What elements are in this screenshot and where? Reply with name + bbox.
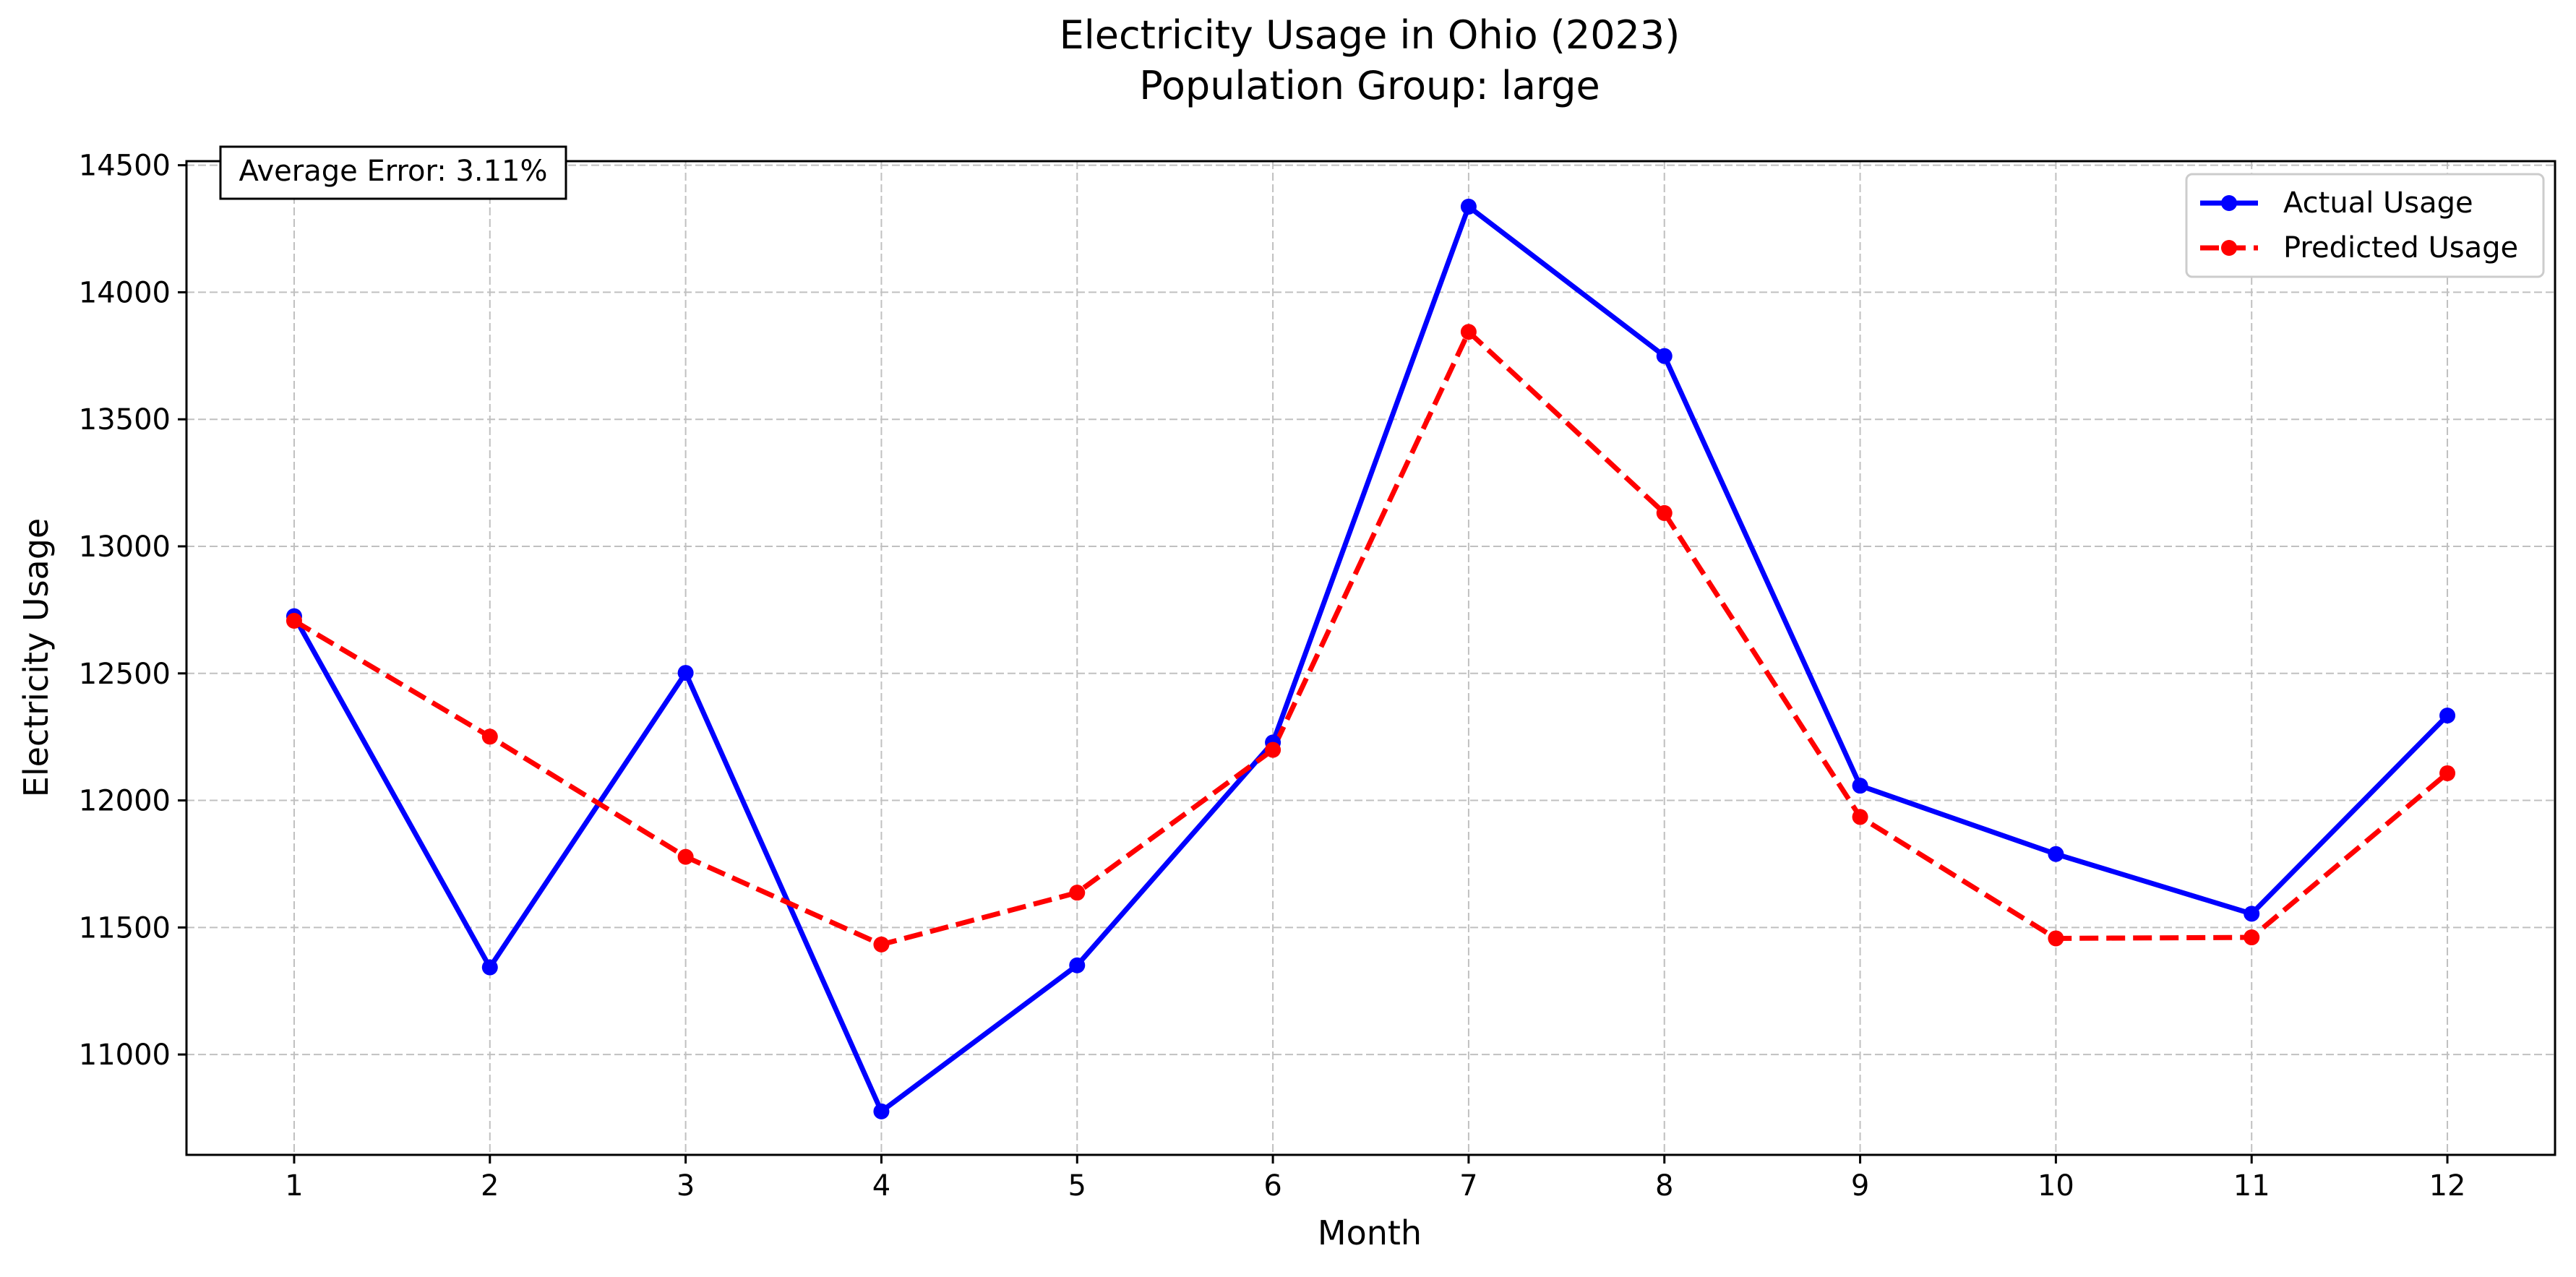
chart-subtitle: Population Group: large [1139, 63, 1600, 108]
x-tick-label: 11 [2233, 1169, 2270, 1203]
x-tick-label: 3 [677, 1169, 695, 1203]
y-tick-label: 14500 [79, 150, 171, 183]
actual-usage-point [2244, 906, 2260, 922]
actual-usage-point [677, 665, 694, 682]
actual-usage-point [1852, 778, 1868, 794]
legend-actual-label: Actual Usage [2283, 186, 2473, 220]
y-tick-label: 14000 [79, 276, 171, 309]
x-tick-label: 1 [285, 1169, 303, 1203]
predicted-usage-point [2439, 765, 2456, 781]
y-tick-label: 13500 [79, 403, 171, 437]
actual-usage-point [873, 1103, 890, 1119]
predicted-usage-point [1656, 504, 1673, 521]
predicted-usage-point [2048, 930, 2064, 947]
predicted-usage-point [1069, 885, 1086, 901]
actual-usage-point [1069, 957, 1086, 973]
legend-predicted-marker [2221, 240, 2237, 256]
axis-ticks: 1 2 3 4 5 6 7 8 9 10 11 121100011500120001250013000… [79, 150, 2466, 1203]
x-tick-label: 5 [1068, 1169, 1086, 1203]
actual-usage-line [291, 204, 2450, 1114]
predicted-usage-point [1852, 809, 1868, 825]
predicted-usage-point [873, 936, 890, 953]
x-tick-label: 8 [1655, 1169, 1673, 1203]
y-tick-label: 13000 [79, 530, 171, 564]
legend-predicted-label: Predicted Usage [2283, 231, 2518, 265]
grid [186, 161, 2555, 1155]
chart-title: Electricity Usage in Ohio (2023) [1060, 12, 1680, 58]
legend-box [2185, 173, 2545, 278]
legend: Actual Usage Predicted Usage [2185, 173, 2545, 278]
x-tick-label: 6 [1263, 1169, 1281, 1203]
actual-usage-point [1656, 348, 1673, 364]
x-tick-label: 9 [1851, 1169, 1869, 1203]
x-tick-label: 10 [2038, 1169, 2074, 1203]
x-tick-label: 4 [872, 1169, 890, 1203]
predicted-usage-point [481, 728, 498, 745]
actual-usage-point [2048, 846, 2064, 862]
annotation-text: Average Error: 3.11% [239, 155, 547, 188]
x-tick-label: 7 [1459, 1169, 1477, 1203]
x-axis-label: Month [1318, 1213, 1422, 1252]
actual-usage-point [1460, 198, 1477, 215]
annotation-box [219, 145, 567, 200]
actual-usage-point [2439, 708, 2456, 724]
y-tick-label: 11000 [79, 1039, 171, 1072]
predicted-usage-point [285, 612, 302, 629]
predicted-usage-point [1460, 324, 1477, 340]
plot-area-frame [185, 160, 2556, 1156]
series-lines [285, 198, 2456, 1119]
predicted-usage-line [293, 329, 2450, 947]
y-tick-label: 11500 [79, 911, 171, 945]
legend-actual-marker [2221, 195, 2237, 211]
predicted-usage-point [677, 848, 694, 865]
predicted-usage-point [1265, 741, 1281, 758]
actual-usage-point [481, 959, 498, 976]
x-tick-label: 2 [481, 1169, 499, 1203]
x-tick-label: 12 [2429, 1169, 2466, 1203]
y-tick-label: 12500 [79, 658, 171, 691]
predicted-usage-point [2244, 929, 2260, 946]
y-tick-label: 12000 [79, 785, 171, 818]
y-axis-label: Electricity Usage [17, 518, 56, 797]
average-error-annotation: Average Error: 3.11% [219, 145, 567, 200]
